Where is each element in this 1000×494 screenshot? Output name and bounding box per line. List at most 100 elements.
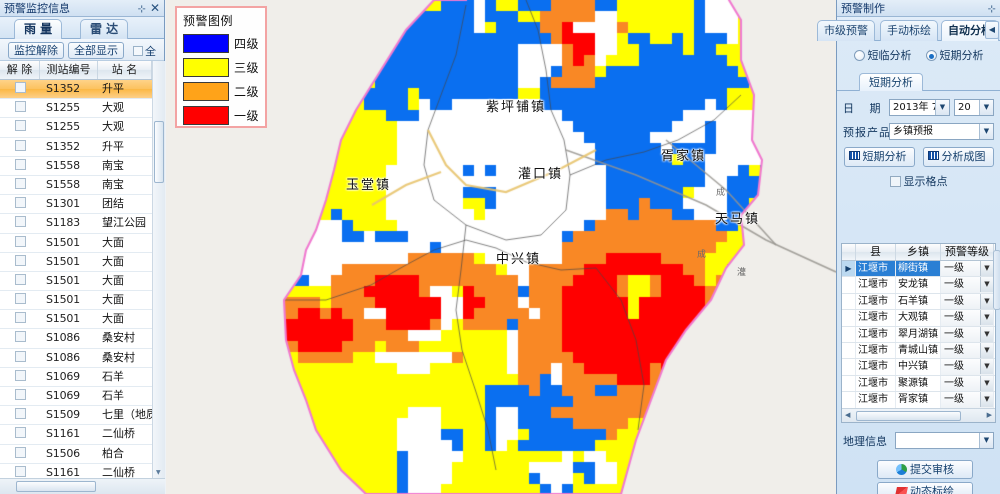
panel-collapse-handle[interactable]	[993, 250, 1000, 310]
table-row[interactable]: S1161 二仙桥	[0, 464, 165, 478]
row-checkbox[interactable]	[14, 293, 26, 305]
chevron-down-icon-level[interactable]: ▼	[980, 310, 993, 326]
inner-tab-shortterm[interactable]: 短期分析	[859, 73, 923, 91]
col-station-name[interactable]: 站 名	[98, 61, 152, 79]
row-clear-cell[interactable]	[0, 406, 40, 424]
table-row[interactable]: 江堰市 聚源镇 一级 ▼	[842, 375, 995, 393]
chevron-down-icon-level[interactable]: ▼	[980, 392, 993, 408]
township-grid-hscrollbar[interactable]: ◀ ▶	[842, 408, 995, 422]
row-clear-cell[interactable]	[0, 368, 40, 386]
table-row[interactable]: 江堰市 石羊镇 一级 ▼	[842, 293, 995, 311]
row-checkbox[interactable]	[14, 101, 26, 113]
row-checkbox[interactable]	[14, 369, 26, 381]
scroll-right-icon[interactable]: ▶	[986, 411, 992, 419]
shortterm-analysis-button[interactable]: 短期分析	[843, 147, 915, 167]
select-all-checkbox[interactable]: 全	[133, 43, 156, 59]
table-row[interactable]: ▶ 江堰市 柳街镇 一级 ▼	[842, 261, 995, 278]
row-checkbox[interactable]	[14, 254, 26, 266]
row-checkbox[interactable]	[14, 158, 26, 170]
scroll-left-icon[interactable]: ◀	[845, 411, 851, 419]
row-checkbox[interactable]	[14, 139, 26, 151]
col-township[interactable]: 乡镇	[896, 244, 941, 260]
show-gridpoints-box[interactable]	[889, 176, 901, 187]
table-row[interactable]: S1069 石羊	[0, 387, 165, 407]
hscrollbar-thumb[interactable]	[16, 481, 96, 492]
row-clear-cell[interactable]	[0, 234, 40, 252]
table-row[interactable]: 江堰市 大观镇 一级 ▼	[842, 310, 995, 327]
row-clear-cell[interactable]	[0, 99, 40, 117]
chevron-down-icon-level[interactable]: ▼	[980, 277, 993, 293]
warning-map[interactable]: 紫坪铺镇 玉堂镇 灌口镇 中兴镇 胥家镇 天马镇成成灌 预警图例 四级 三级 二级 一级	[166, 0, 836, 494]
chevron-down-icon-geo[interactable]: ▼	[979, 433, 993, 448]
chevron-down-icon-date[interactable]: ▼	[935, 100, 949, 115]
row-checkbox[interactable]	[14, 120, 26, 132]
table-row[interactable]: S1501 大面	[0, 291, 165, 311]
chevron-down-icon-level[interactable]: ▼	[980, 326, 993, 342]
hour-combo[interactable]: 20 ▼	[954, 99, 994, 116]
geo-info-combo[interactable]: ▼	[895, 432, 994, 449]
table-row[interactable]: 江堰市 胥家镇 一级 ▼	[842, 392, 995, 408]
table-row[interactable]: S1506 柏合	[0, 445, 165, 464]
scrollbar-thumb[interactable]	[154, 121, 164, 183]
tab-radar[interactable]: 雷 达	[80, 19, 129, 39]
chevron-down-icon-hour[interactable]: ▼	[979, 100, 993, 115]
table-row[interactable]: S1086 桑安村	[0, 349, 165, 368]
row-checkbox[interactable]	[14, 389, 26, 400]
row-clear-cell[interactable]	[0, 425, 40, 443]
table-row[interactable]: S1501 大面	[0, 272, 165, 292]
show-gridpoints-checkbox[interactable]: 显示格点	[843, 173, 994, 189]
show-all-button[interactable]: 全部显示	[68, 42, 124, 59]
close-icon[interactable]: ✕	[149, 1, 160, 15]
tab-rainfall[interactable]: 雨 量	[14, 19, 63, 39]
radio-nowcast-analysis[interactable]: 短临分析	[853, 47, 912, 63]
row-checkbox[interactable]	[14, 273, 26, 285]
row-clear-cell[interactable]	[0, 176, 40, 194]
clear-monitor-button[interactable]: 监控解除	[8, 42, 64, 59]
row-level-combo[interactable]: 一级 ▼	[941, 342, 994, 359]
row-clear-cell[interactable]	[0, 195, 40, 213]
tab-auto-analysis[interactable]: 自动分析	[941, 20, 999, 41]
row-clear-cell[interactable]	[0, 138, 40, 156]
submit-review-button[interactable]: 提交审核	[877, 460, 973, 479]
row-checkbox[interactable]	[14, 331, 26, 343]
row-level-combo[interactable]: 一级 ▼	[941, 375, 994, 392]
row-checkbox[interactable]	[14, 408, 26, 420]
chevron-down-icon-level[interactable]: ▼	[980, 359, 993, 375]
table-row[interactable]: S1501 大面	[0, 234, 165, 253]
table-row[interactable]: S1069 石羊	[0, 368, 165, 387]
row-level-combo[interactable]: 一级 ▼	[941, 277, 994, 293]
row-clear-cell[interactable]	[0, 214, 40, 232]
row-clear-cell[interactable]	[0, 310, 40, 328]
row-level-combo[interactable]: 一级 ▼	[941, 261, 994, 277]
row-level-combo[interactable]: 一级 ▼	[941, 392, 994, 408]
row-clear-cell[interactable]	[0, 387, 40, 405]
row-checkbox[interactable]	[14, 446, 26, 458]
row-checkbox[interactable]	[14, 82, 26, 93]
row-checkbox[interactable]	[14, 350, 26, 362]
select-all-checkbox-box[interactable]	[133, 46, 143, 56]
date-combo[interactable]: 2013年 7月 6日 ▼	[889, 99, 950, 116]
row-checkbox[interactable]	[14, 235, 26, 247]
row-clear-cell[interactable]	[0, 80, 40, 98]
col-clear[interactable]: 解 除	[0, 61, 40, 79]
table-row[interactable]: S1558 南宝	[0, 176, 165, 196]
table-row[interactable]: S1301 团结	[0, 195, 165, 215]
station-grid-scrollbar[interactable]: ▼	[152, 61, 165, 478]
chevron-right-icon[interactable]: ◀	[985, 21, 999, 39]
row-checkbox[interactable]	[14, 465, 26, 477]
radio-nowcast-dot[interactable]	[853, 50, 865, 61]
chevron-down-icon-level[interactable]: ▼	[980, 261, 993, 276]
table-row[interactable]: S1183 望江公园	[0, 214, 165, 234]
row-level-combo[interactable]: 一级 ▼	[941, 293, 994, 310]
row-checkbox[interactable]	[14, 177, 26, 189]
row-checkbox[interactable]	[14, 197, 26, 209]
dynamic-plot-button[interactable]: 动态标绘	[877, 482, 973, 494]
table-row[interactable]: S1255 大观	[0, 99, 165, 119]
chevron-down-icon-product[interactable]: ▼	[979, 124, 993, 139]
col-warning-level[interactable]: 预警等级	[941, 244, 994, 260]
row-checkbox[interactable]	[14, 427, 26, 439]
col-county[interactable]: 县	[856, 244, 896, 260]
row-level-combo[interactable]: 一级 ▼	[941, 326, 994, 342]
table-row[interactable]: S1501 大面	[0, 310, 165, 330]
pin-icon[interactable]: ⊹	[137, 4, 146, 15]
